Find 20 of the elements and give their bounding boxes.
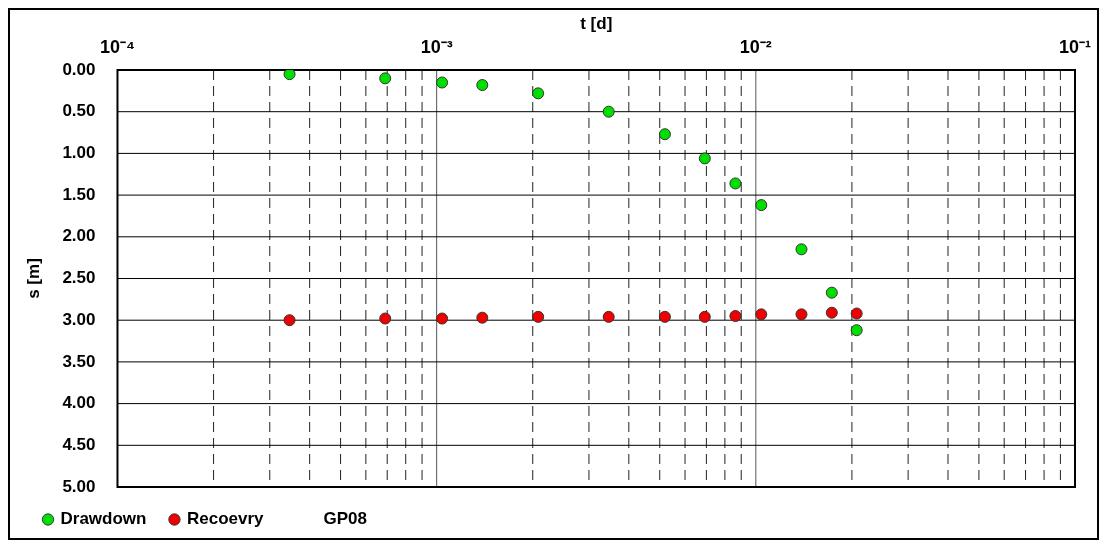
y-tick-label: 3.50 bbox=[62, 351, 96, 371]
x-axis-title: t [d] bbox=[580, 13, 613, 33]
y-tick-label: 3.00 bbox=[62, 309, 96, 329]
y-tick-label: 0.00 bbox=[62, 59, 96, 79]
x-tick-label: 10⁻¹ bbox=[1058, 37, 1092, 58]
y-tick-label: 2.00 bbox=[62, 226, 96, 246]
x-tick-label: 10⁻³ bbox=[420, 37, 453, 58]
y-tick-label: 1.50 bbox=[62, 184, 96, 204]
x-tick-label: 10⁻² bbox=[739, 37, 772, 58]
legend-label: Recoevry bbox=[186, 509, 265, 529]
text: GP08 bbox=[323, 509, 367, 529]
x-tick-label: 10⁻⁴ bbox=[100, 37, 135, 58]
y-tick-label: 2.50 bbox=[62, 268, 96, 288]
y-tick-label: 1.00 bbox=[62, 143, 96, 163]
legend-label: Drawdown bbox=[60, 509, 147, 529]
y-tick-label: 4.00 bbox=[62, 393, 96, 413]
y-tick-label: 5.00 bbox=[62, 476, 96, 496]
y-tick-label: 4.50 bbox=[62, 434, 96, 454]
y-axis-title: s [m] bbox=[23, 258, 43, 299]
y-tick-label: 0.50 bbox=[62, 101, 96, 121]
